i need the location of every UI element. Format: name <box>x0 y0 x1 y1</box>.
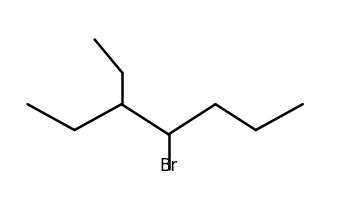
Text: Br: Br <box>159 157 178 175</box>
